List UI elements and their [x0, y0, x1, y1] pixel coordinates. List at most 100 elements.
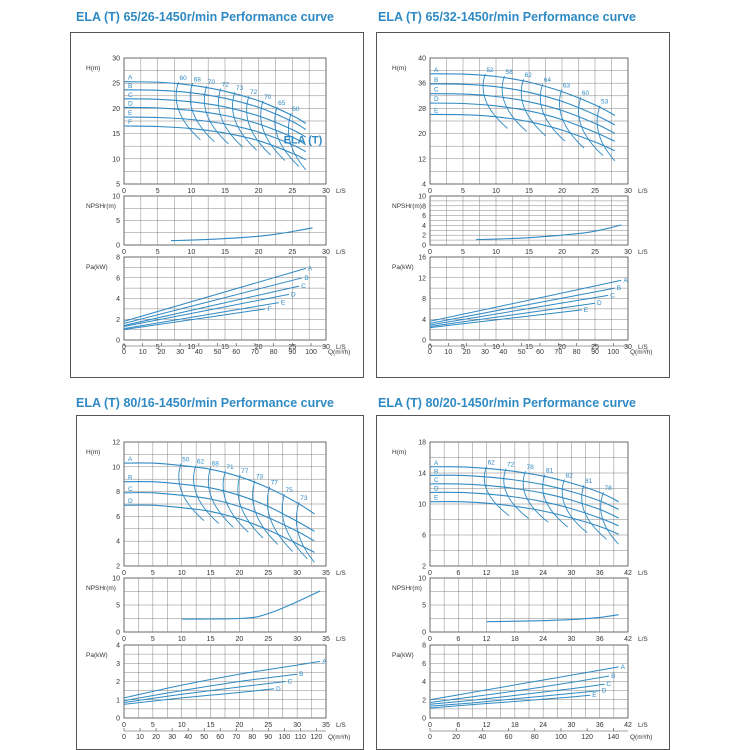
efficiency-label: 81: [546, 468, 554, 475]
head-x-tick-label: 25: [591, 188, 599, 195]
efficiency-label: 73: [236, 85, 244, 92]
power-x-tick-label: 35: [322, 722, 330, 729]
head-y-tick-label: 6: [422, 533, 426, 540]
head-x-tick-label: 15: [525, 188, 533, 195]
power-y-tick-label: 4: [116, 296, 120, 303]
head-curve-B: [123, 480, 315, 532]
impeller-label: B: [434, 468, 438, 475]
head-x-tick-label: 15: [207, 570, 215, 577]
head-x-tick-label: 5: [156, 188, 160, 195]
efficiency-curve: [246, 95, 272, 156]
efficiency-label: 60: [582, 90, 590, 97]
efficiency-curve: [281, 494, 308, 560]
head-curve-E: [429, 501, 619, 535]
impeller-label: D: [128, 498, 133, 505]
efficiency-curve: [542, 474, 568, 528]
flow-m3h-tick-label: 10: [139, 349, 147, 356]
power-x-unit-label: L/S: [638, 344, 648, 351]
npsh-x-unit-label: L/S: [336, 249, 346, 256]
flow-m3h-tick-label: 0: [428, 734, 432, 741]
impeller-label: A: [434, 67, 439, 74]
efficiency-label: 62: [525, 72, 533, 79]
power-y-tick-label: 6: [422, 661, 426, 668]
head-x-tick-label: 0: [428, 188, 432, 195]
impeller-label: B: [128, 83, 132, 90]
efficiency-curve: [193, 465, 220, 524]
head-x-unit-label: L/S: [336, 188, 346, 195]
head-y-tick-label: 6: [116, 514, 120, 521]
efficiency-label: 78: [527, 464, 535, 471]
power-x-tick-label: 0: [122, 344, 126, 351]
efficiency-curve: [503, 468, 529, 519]
power-curve-D: [429, 690, 600, 707]
impeller-label: A: [128, 456, 133, 463]
head-curve-C: [123, 98, 307, 138]
power-x-tick-label: 30: [624, 344, 632, 351]
head-y-tick-label: 12: [112, 440, 120, 447]
flow-m3h-tick-label: 20: [152, 734, 160, 741]
npsh-x-tick-label: 30: [322, 249, 330, 256]
efficiency-curve: [237, 474, 264, 539]
impeller-label: B: [304, 275, 308, 282]
impeller-label: D: [434, 96, 439, 103]
npsh-curve: [486, 614, 619, 623]
head-curve-A: [123, 81, 307, 124]
power-y-tick-label: 2: [116, 317, 120, 324]
power-curve-B: [123, 277, 303, 324]
npsh-x-tick-label: 0: [428, 636, 432, 643]
flow-m3h-tick-label: 100: [305, 349, 317, 356]
npsh-x-tick-label: 20: [255, 249, 263, 256]
power-curve-D: [123, 293, 290, 327]
npsh-x-tick-label: 24: [539, 636, 547, 643]
power-y-tick-label: 3: [116, 661, 120, 668]
head-x-tick-label: 30: [624, 188, 632, 195]
head-curve-B: [123, 89, 307, 131]
npsh-x-tick-label: 30: [293, 636, 301, 643]
npsh-curve: [171, 227, 313, 242]
flow-m3h-tick-label: 30: [176, 349, 184, 356]
flow-m3h-tick-label: 90: [288, 349, 296, 356]
efficiency-curve: [600, 492, 619, 545]
power-x-unit-label: L/S: [336, 344, 346, 351]
flow-m3h-tick-label: 120: [581, 734, 593, 741]
head-y-tick-label: 20: [418, 131, 426, 138]
head-curve-E: [429, 113, 616, 152]
power-x-tick-label: 20: [255, 344, 263, 351]
npsh-x-unit-label: L/S: [638, 249, 648, 256]
flow-m3h-tick-label: 70: [554, 349, 562, 356]
efficiency-curve: [175, 81, 201, 141]
flow-m3h-tick-label: 90: [591, 349, 599, 356]
power-curve-C: [429, 683, 605, 705]
head-curve-B: [429, 474, 619, 510]
flow-m3h-tick-label: 90: [264, 734, 272, 741]
chart-title: ELA (T) 65/32-1450r/min Performance curv…: [378, 10, 636, 24]
flow-m3h-tick-label: 40: [195, 349, 203, 356]
head-axis-label: H(m): [86, 449, 100, 456]
flow-m3h-tick-label: 50: [518, 349, 526, 356]
efficiency-label: 77: [241, 468, 249, 475]
impeller-label: E: [128, 110, 133, 117]
head-y-tick-label: 14: [418, 471, 426, 478]
flow-m3h-tick-label: 60: [536, 349, 544, 356]
head-curve-E: [123, 116, 307, 153]
head-curve-F: [123, 125, 307, 161]
power-curve-A: [123, 267, 306, 322]
flow-m3h-tick-label: 70: [251, 349, 259, 356]
head-y-tick-label: 5: [116, 182, 120, 189]
power-x-unit-label: L/S: [638, 722, 648, 729]
impeller-label: D: [276, 686, 281, 693]
head-x-tick-label: 10: [178, 570, 186, 577]
power-x-tick-label: 6: [456, 722, 460, 729]
flow-m3h-tick-label: 60: [232, 349, 240, 356]
flow-m3h-tick-label: 80: [573, 349, 581, 356]
head-x-tick-label: 30: [568, 570, 576, 577]
flow-m3h-tick-label: 20: [452, 734, 460, 741]
head-curve-D: [123, 504, 315, 553]
power-axis-label: Pa(kW): [392, 652, 414, 659]
npsh-curve: [181, 590, 321, 620]
flow-m3h-tick-label: 40: [499, 349, 507, 356]
npsh-y-tick-label: 0: [116, 630, 120, 637]
power-y-tick-label: 0: [116, 338, 120, 345]
npsh-x-tick-label: 5: [151, 636, 155, 643]
impeller-label: C: [301, 283, 306, 290]
